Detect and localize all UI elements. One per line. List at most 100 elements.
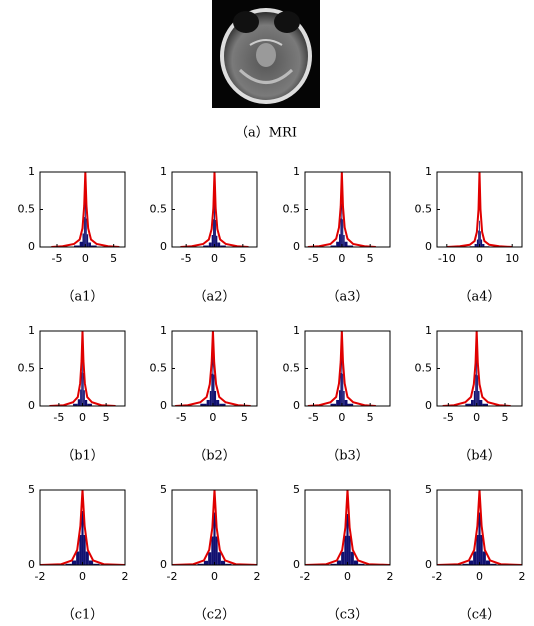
bar: [476, 535, 479, 565]
bar: [480, 535, 483, 565]
y-tick-label: 0: [160, 558, 167, 571]
bar: [342, 219, 344, 247]
bar: [213, 219, 215, 247]
bar: [88, 560, 94, 565]
bar: [339, 234, 341, 247]
fit-curve: [305, 490, 390, 565]
bar: [343, 235, 345, 247]
bar: [211, 373, 213, 406]
panel-caption: （c2）: [194, 608, 236, 623]
x-tick-label: -2: [432, 570, 443, 583]
y-tick-label: 0.5: [415, 203, 433, 216]
panel-caption: （b4）: [458, 449, 501, 464]
plot-area: [51, 172, 120, 247]
y-tick-label: 0: [425, 240, 432, 253]
plot-area: [307, 172, 376, 247]
bar: [479, 231, 481, 247]
bar: [330, 245, 337, 247]
bar: [82, 353, 83, 406]
y-tick-label: 0: [28, 399, 35, 412]
y-tick-label: 1: [160, 165, 167, 178]
y-tick-label: 0.5: [283, 362, 301, 375]
bar: [468, 560, 474, 565]
bar: [211, 235, 214, 247]
bar: [214, 391, 217, 406]
bar: [480, 239, 483, 247]
y-tick-label: 0.5: [283, 203, 301, 216]
x-tick-label: 5: [241, 411, 248, 424]
bar: [203, 560, 209, 565]
bar: [85, 218, 87, 247]
bar: [65, 563, 72, 565]
bar: [217, 242, 221, 247]
y-tick-label: 0: [160, 399, 167, 412]
bar: [82, 373, 84, 406]
bar: [336, 241, 339, 247]
panel-caption: （a2）: [193, 290, 235, 305]
bar: [197, 563, 204, 565]
x-tick-label: 2: [519, 570, 526, 583]
bar: [93, 563, 100, 565]
bar: [347, 245, 354, 247]
y-tick-label: 0: [293, 558, 300, 571]
plot-area: [446, 172, 513, 247]
panel-caption: （b3）: [326, 449, 369, 464]
panel-caption: （c1）: [62, 608, 104, 623]
x-tick-label: 5: [110, 252, 117, 265]
fit-curve: [40, 490, 125, 565]
x-tick-label: 0: [338, 252, 345, 265]
plot-area: [180, 172, 249, 247]
plot-area: [49, 331, 116, 406]
bar: [85, 551, 89, 565]
bar: [83, 535, 86, 565]
bar: [344, 400, 348, 406]
bar: [485, 560, 491, 565]
plot-area: [437, 490, 522, 565]
bar: [473, 391, 476, 406]
bar: [88, 242, 91, 247]
mri-image: [212, 0, 320, 108]
bar: [216, 400, 220, 406]
bar: [475, 374, 477, 406]
panel-caption: （c3）: [327, 608, 369, 623]
x-tick-label: 0: [344, 570, 351, 583]
bar: [471, 400, 474, 406]
bar: [490, 563, 497, 565]
bar: [81, 372, 83, 406]
y-tick-label: 0: [28, 240, 35, 253]
x-tick-label: -5: [181, 252, 192, 265]
panel-caption: （b1）: [61, 449, 104, 464]
y-tick-label: 0: [425, 399, 432, 412]
x-tick-label: 10: [505, 252, 519, 265]
bar: [208, 242, 212, 247]
bar: [348, 535, 351, 565]
y-tick-label: 1: [28, 165, 35, 178]
bar: [482, 403, 488, 406]
bar: [473, 551, 477, 565]
fit-curve: [307, 172, 376, 247]
y-tick-label: 1: [293, 165, 300, 178]
bar: [81, 511, 84, 565]
panel-caption: （a3）: [326, 290, 368, 305]
y-tick-label: 1: [425, 324, 432, 337]
bar: [350, 551, 354, 565]
bar: [215, 235, 218, 247]
bar: [347, 403, 354, 406]
bar: [214, 220, 216, 247]
bar: [482, 244, 485, 247]
x-tick-label: -2: [167, 570, 178, 583]
bar: [80, 389, 82, 406]
bar: [219, 403, 226, 406]
x-tick-label: 5: [103, 411, 110, 424]
bar: [215, 536, 218, 565]
bar: [344, 241, 348, 247]
bar: [79, 535, 82, 565]
fit-curve: [175, 331, 251, 406]
bar: [84, 400, 88, 406]
x-tick-label: 0: [79, 411, 86, 424]
bar: [211, 536, 214, 565]
y-tick-label: 5: [425, 483, 432, 496]
bar: [341, 203, 343, 247]
x-tick-label: 0: [209, 411, 216, 424]
